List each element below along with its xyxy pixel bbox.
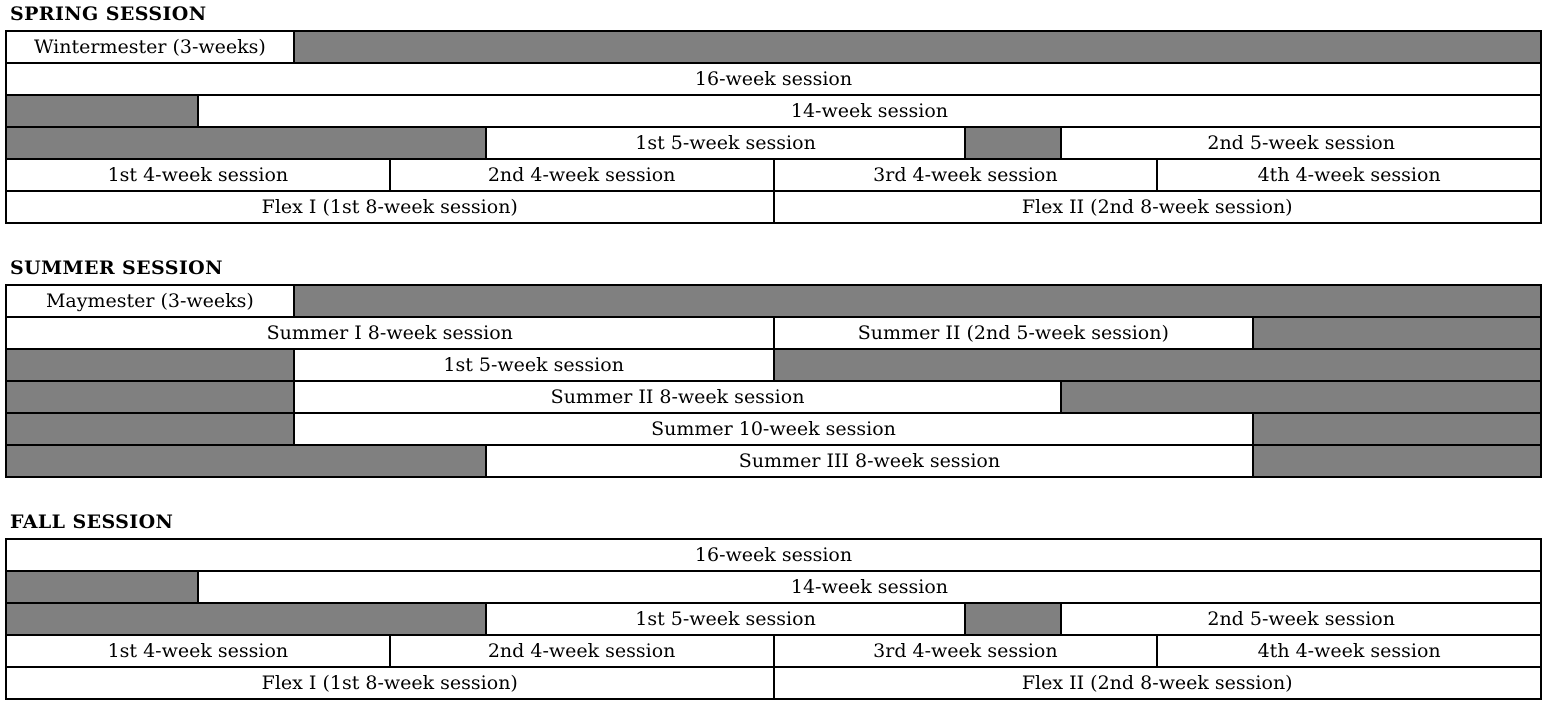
- row-wintermester: Wintermester (3-weeks): [7, 32, 1542, 64]
- bar-summer-10-week: Summer 10-week session: [294, 414, 1255, 446]
- filler-bar: [7, 96, 199, 128]
- bar-14-week: 14-week session: [198, 96, 1542, 128]
- row-14-week: 14-week session: [7, 572, 1542, 604]
- row-16-week: 16-week session: [7, 64, 1542, 96]
- bar-flex-1: Flex I (1st 8-week session): [7, 192, 775, 224]
- bar-14-week: 14-week session: [198, 572, 1542, 604]
- row-summer-3-8-week: Summer III 8-week session: [7, 446, 1542, 478]
- bar-16-week: 16-week session: [7, 540, 1542, 572]
- row-4-week: 1st 4-week session 2nd 4-week session 3r…: [7, 160, 1542, 192]
- filler-bar: [294, 32, 1542, 64]
- fall-session-grid: 16-week session 14-week session 1st 5-we…: [5, 538, 1542, 700]
- bar-summer-2-8-week: Summer II 8-week session: [294, 382, 1063, 414]
- row-4-week: 1st 4-week session 2nd 4-week session 3r…: [7, 636, 1542, 668]
- bar-flex-1: Flex I (1st 8-week session): [7, 668, 775, 700]
- spring-session-grid: Wintermester (3-weeks) 16-week session 1…: [5, 30, 1542, 224]
- fall-session-title: FALL SESSION: [10, 511, 174, 533]
- filler-bar: [1254, 446, 1542, 478]
- spring-session-title: SPRING SESSION: [10, 3, 207, 25]
- bar-3rd-4-week: 3rd 4-week session: [774, 160, 1159, 192]
- bar-16-week: 16-week session: [7, 64, 1542, 96]
- bar-summer-2-5-week: Summer II (2nd 5-week session): [774, 318, 1255, 350]
- filler-bar: [7, 128, 487, 160]
- bar-flex-2: Flex II (2nd 8-week session): [774, 668, 1542, 700]
- filler-bar: [7, 572, 199, 604]
- filler-bar: [7, 350, 295, 382]
- bar-1st-5-week: 1st 5-week session: [486, 604, 967, 636]
- filler-bar: [966, 604, 1063, 636]
- row-14-week: 14-week session: [7, 96, 1542, 128]
- filler-bar: [1254, 318, 1542, 350]
- row-summer-2-8-week: Summer II 8-week session: [7, 382, 1542, 414]
- bar-wintermester: Wintermester (3-weeks): [7, 32, 295, 64]
- bar-summer-1-8-week: Summer I 8-week session: [7, 318, 775, 350]
- summer-session-section: SUMMER SESSION Maymester (3-weeks) Summe…: [5, 256, 1542, 478]
- row-maymester: Maymester (3-weeks): [7, 286, 1542, 318]
- fall-session-section: FALL SESSION 16-week session 14-week ses…: [5, 510, 1542, 700]
- summer-session-grid: Maymester (3-weeks) Summer I 8-week sess…: [5, 284, 1542, 478]
- bar-2nd-5-week: 2nd 5-week session: [1062, 604, 1542, 636]
- row-1st-5-week: 1st 5-week session: [7, 350, 1542, 382]
- bar-2nd-5-week: 2nd 5-week session: [1062, 128, 1542, 160]
- bar-1st-5-week: 1st 5-week session: [294, 350, 775, 382]
- filler-bar: [294, 286, 1542, 318]
- filler-bar: [1254, 414, 1542, 446]
- row-summer-1-and-2: Summer I 8-week session Summer II (2nd 5…: [7, 318, 1542, 350]
- row-flex: Flex I (1st 8-week session) Flex II (2nd…: [7, 668, 1542, 700]
- bar-2nd-4-week: 2nd 4-week session: [390, 636, 775, 668]
- bar-4th-4-week: 4th 4-week session: [1158, 160, 1542, 192]
- bar-3rd-4-week: 3rd 4-week session: [774, 636, 1159, 668]
- bar-maymester: Maymester (3-weeks): [7, 286, 295, 318]
- bar-1st-4-week: 1st 4-week session: [7, 636, 391, 668]
- filler-bar: [1062, 382, 1542, 414]
- row-flex: Flex I (1st 8-week session) Flex II (2nd…: [7, 192, 1542, 224]
- filler-bar: [7, 604, 487, 636]
- row-summer-10-week: Summer 10-week session: [7, 414, 1542, 446]
- bar-2nd-4-week: 2nd 4-week session: [390, 160, 775, 192]
- bar-4th-4-week: 4th 4-week session: [1158, 636, 1542, 668]
- filler-bar: [966, 128, 1063, 160]
- row-16-week: 16-week session: [7, 540, 1542, 572]
- filler-bar: [7, 382, 295, 414]
- bar-1st-4-week: 1st 4-week session: [7, 160, 391, 192]
- bar-summer-3-8-week: Summer III 8-week session: [486, 446, 1255, 478]
- summer-session-title: SUMMER SESSION: [10, 257, 223, 279]
- row-5-week: 1st 5-week session 2nd 5-week session: [7, 128, 1542, 160]
- filler-bar: [7, 446, 487, 478]
- bar-flex-2: Flex II (2nd 8-week session): [774, 192, 1542, 224]
- bar-1st-5-week: 1st 5-week session: [486, 128, 967, 160]
- spring-session-section: SPRING SESSION Wintermester (3-weeks) 16…: [5, 2, 1542, 224]
- row-5-week: 1st 5-week session 2nd 5-week session: [7, 604, 1542, 636]
- filler-bar: [774, 350, 1542, 382]
- filler-bar: [7, 414, 295, 446]
